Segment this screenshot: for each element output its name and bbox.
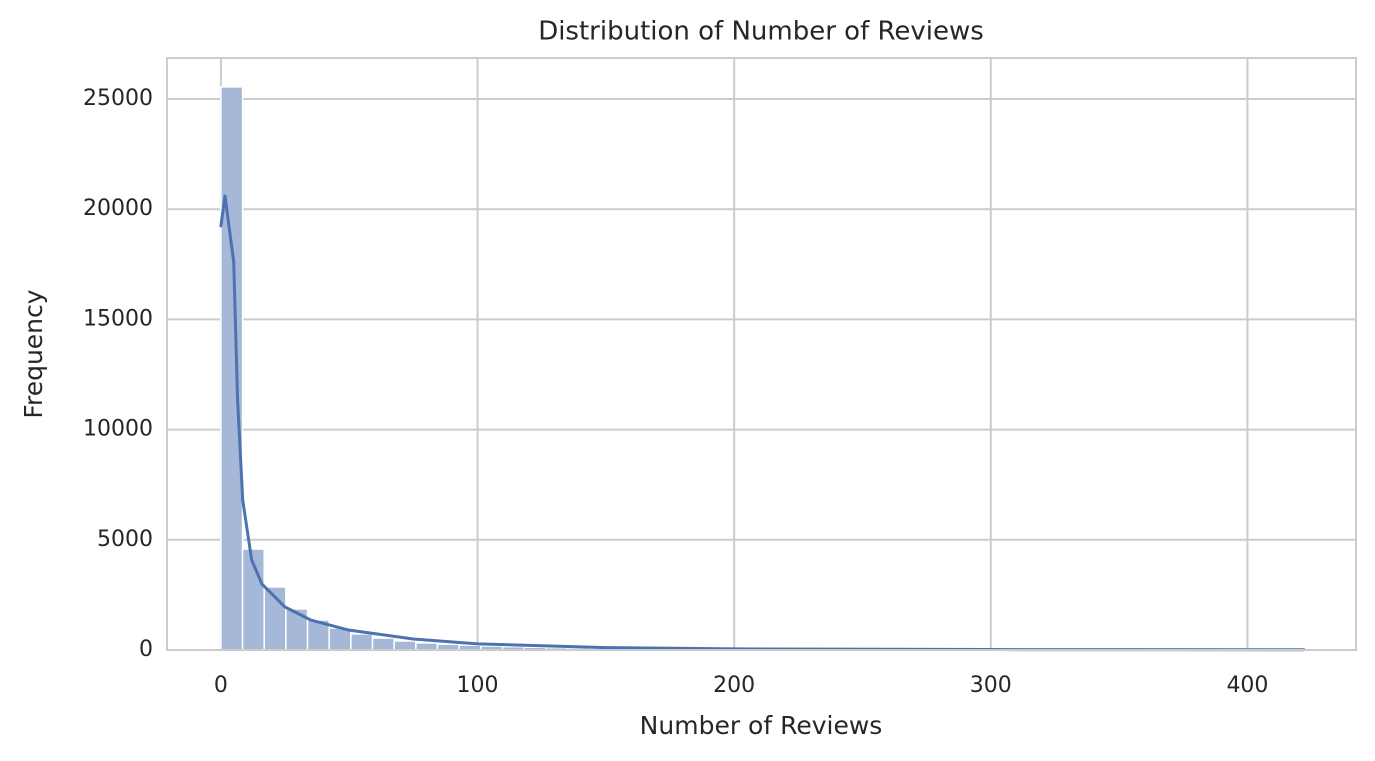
y-tick-label: 0 <box>139 637 153 662</box>
x-axis-label: Number of Reviews <box>640 711 883 740</box>
x-tick-label: 0 <box>214 673 228 698</box>
plot-frame <box>166 57 1357 651</box>
bar <box>350 633 374 651</box>
x-tick-label: 300 <box>970 673 1012 698</box>
bar <box>393 640 417 651</box>
kde-line <box>219 194 1306 652</box>
bar <box>220 86 244 651</box>
y-axis-label: Frequency <box>19 289 48 418</box>
bar <box>415 642 439 651</box>
y-tick-label: 20000 <box>83 196 153 221</box>
y-tick-label: 25000 <box>83 86 153 111</box>
chart-title: Distribution of Number of Reviews <box>538 17 984 47</box>
y-tick-label: 5000 <box>97 527 153 552</box>
bar <box>371 637 395 651</box>
x-tick-label: 100 <box>457 673 499 698</box>
y-tick-label: 10000 <box>83 417 153 442</box>
x-tick-label: 400 <box>1226 673 1268 698</box>
x-tick-label: 200 <box>713 673 755 698</box>
y-tick-label: 15000 <box>83 306 153 331</box>
